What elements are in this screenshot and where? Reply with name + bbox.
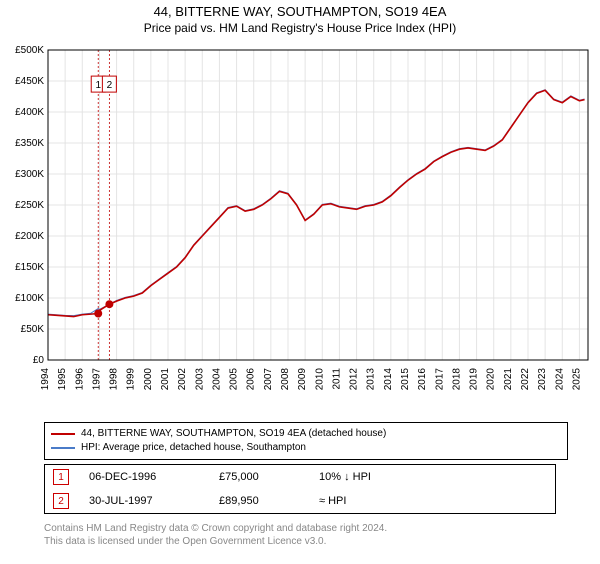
table-row: 1 06-DEC-1996 £75,000 10% ↓ HPI: [45, 465, 555, 489]
legend-label: HPI: Average price, detached house, Sout…: [81, 441, 306, 455]
point-date: 30-JUL-1997: [89, 495, 199, 507]
chart-title: 44, BITTERNE WAY, SOUTHAMPTON, SO19 4EA: [0, 4, 600, 19]
svg-text:2007: 2007: [263, 368, 274, 391]
svg-text:£350K: £350K: [15, 138, 44, 149]
table-row: 2 30-JUL-1997 £89,950 ≈ HPI: [45, 489, 555, 513]
svg-text:1998: 1998: [109, 368, 120, 391]
svg-text:1994: 1994: [40, 368, 51, 391]
svg-text:1: 1: [95, 80, 101, 91]
footer-line: Contains HM Land Registry data © Crown c…: [44, 522, 554, 535]
svg-text:2025: 2025: [571, 368, 582, 391]
legend-item: HPI: Average price, detached house, Sout…: [51, 441, 561, 455]
point-date: 06-DEC-1996: [89, 471, 199, 483]
svg-text:2000: 2000: [143, 368, 154, 391]
svg-text:1995: 1995: [57, 368, 68, 391]
svg-text:2024: 2024: [554, 368, 565, 391]
svg-text:2016: 2016: [417, 368, 428, 391]
chart-subtitle: Price paid vs. HM Land Registry's House …: [0, 21, 600, 35]
svg-text:£150K: £150K: [15, 262, 44, 273]
svg-text:2002: 2002: [177, 368, 188, 391]
point-price: £89,950: [219, 495, 299, 507]
svg-text:2017: 2017: [434, 368, 445, 391]
svg-text:£450K: £450K: [15, 76, 44, 87]
svg-text:2003: 2003: [194, 368, 205, 391]
svg-text:£250K: £250K: [15, 200, 44, 211]
svg-text:£200K: £200K: [15, 231, 44, 242]
chart-area: £0 £50K £100K £150K £200K £250K £300K £350K £400…: [0, 44, 600, 414]
svg-text:2004: 2004: [211, 368, 222, 391]
svg-text:1997: 1997: [91, 368, 102, 391]
footer-line: This data is licensed under the Open Gov…: [44, 535, 554, 548]
point-marker: 1: [53, 469, 69, 485]
svg-text:2009: 2009: [297, 368, 308, 391]
svg-text:1996: 1996: [74, 368, 85, 391]
point-pct: ≈ HPI: [319, 495, 409, 507]
svg-text:2023: 2023: [537, 368, 548, 391]
legend-swatch: [51, 433, 75, 435]
svg-text:2019: 2019: [469, 368, 480, 391]
svg-text:2001: 2001: [160, 368, 171, 391]
svg-text:2018: 2018: [451, 368, 462, 391]
svg-text:2021: 2021: [503, 368, 514, 391]
svg-text:£400K: £400K: [15, 107, 44, 118]
svg-text:2008: 2008: [280, 368, 291, 391]
svg-text:£300K: £300K: [15, 169, 44, 180]
svg-text:2010: 2010: [314, 368, 325, 391]
svg-text:2006: 2006: [246, 368, 257, 391]
svg-text:£0: £0: [33, 355, 45, 366]
svg-text:2013: 2013: [366, 368, 377, 391]
point-marker: 2: [53, 493, 69, 509]
line-chart: £0 £50K £100K £150K £200K £250K £300K £350K £400…: [0, 44, 600, 414]
svg-text:2012: 2012: [349, 368, 360, 391]
svg-text:1999: 1999: [126, 368, 137, 391]
point-pct: 10% ↓ HPI: [319, 471, 409, 483]
svg-text:2022: 2022: [520, 368, 531, 391]
sale-points-table: 1 06-DEC-1996 £75,000 10% ↓ HPI 2 30-JUL…: [44, 464, 556, 514]
legend-label: 44, BITTERNE WAY, SOUTHAMPTON, SO19 4EA …: [81, 427, 386, 441]
svg-text:2011: 2011: [331, 368, 342, 390]
svg-text:£50K: £50K: [21, 324, 45, 335]
svg-text:£100K: £100K: [15, 293, 44, 304]
svg-text:2020: 2020: [486, 368, 497, 391]
legend: 44, BITTERNE WAY, SOUTHAMPTON, SO19 4EA …: [44, 422, 568, 460]
legend-item: 44, BITTERNE WAY, SOUTHAMPTON, SO19 4EA …: [51, 427, 561, 441]
svg-text:2015: 2015: [400, 368, 411, 391]
point-price: £75,000: [219, 471, 299, 483]
svg-text:2014: 2014: [383, 368, 394, 391]
footer-attribution: Contains HM Land Registry data © Crown c…: [44, 522, 554, 548]
svg-text:£500K: £500K: [15, 45, 44, 56]
svg-text:2: 2: [107, 80, 113, 91]
legend-swatch: [51, 447, 75, 449]
svg-text:2005: 2005: [229, 368, 240, 391]
